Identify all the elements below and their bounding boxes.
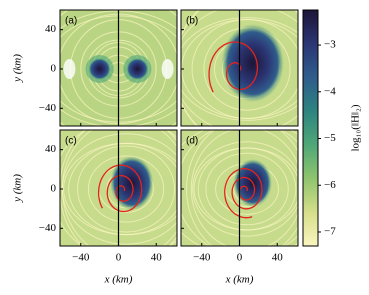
x-tick-label: 0 xyxy=(116,252,122,264)
x-tick-label: −40 xyxy=(72,252,90,264)
texture xyxy=(190,130,298,246)
texture xyxy=(87,155,165,223)
texture xyxy=(181,17,298,121)
y-tick-label: 0 xyxy=(51,183,57,195)
x-tick-label: 40 xyxy=(272,252,284,264)
vortex xyxy=(221,24,284,103)
y-axis-label: y (km) xyxy=(12,54,24,83)
panel xyxy=(181,130,298,246)
colorbar-label: log₁₀(‖H‖₂) xyxy=(350,104,362,151)
colorbar-tick-label: −3 xyxy=(324,39,336,51)
x-tick-label: −40 xyxy=(193,252,211,264)
y-tick-label: −40 xyxy=(39,102,57,114)
panel-label: (a) xyxy=(65,16,77,27)
texture xyxy=(63,142,177,236)
panel xyxy=(60,10,177,126)
x-axis-label: x (km) xyxy=(225,274,254,286)
y-axis-label: y (km) xyxy=(12,174,24,203)
y-tick-label: 0 xyxy=(51,63,57,75)
texture xyxy=(77,145,176,233)
texture xyxy=(205,152,289,226)
x-axis-label: x (km) xyxy=(104,274,133,286)
white-lobe xyxy=(161,58,174,79)
x-tick-label: 40 xyxy=(151,252,163,264)
y-tick-label: −40 xyxy=(39,222,57,234)
panel-label: (b) xyxy=(186,16,198,27)
colorbar xyxy=(302,9,319,247)
panel-label: (d) xyxy=(186,136,198,147)
vortex xyxy=(88,57,111,80)
y-tick-label: 40 xyxy=(45,143,57,155)
colorbar-tick-label: −7 xyxy=(324,226,336,238)
vortex xyxy=(126,57,149,80)
colorbar-tick-label: −4 xyxy=(324,85,336,97)
colorbar-tick-label: −6 xyxy=(324,179,336,191)
colorbar-tick-label: −5 xyxy=(324,132,336,144)
panel xyxy=(181,10,298,126)
white-lobe xyxy=(63,58,76,79)
panel-label: (c) xyxy=(65,136,77,147)
panel xyxy=(60,130,177,246)
texture xyxy=(193,147,298,231)
y-tick-label: 40 xyxy=(45,23,57,35)
texture xyxy=(186,130,298,246)
x-tick-label: 0 xyxy=(237,252,243,264)
texture xyxy=(192,141,298,237)
trajectory xyxy=(208,41,259,93)
